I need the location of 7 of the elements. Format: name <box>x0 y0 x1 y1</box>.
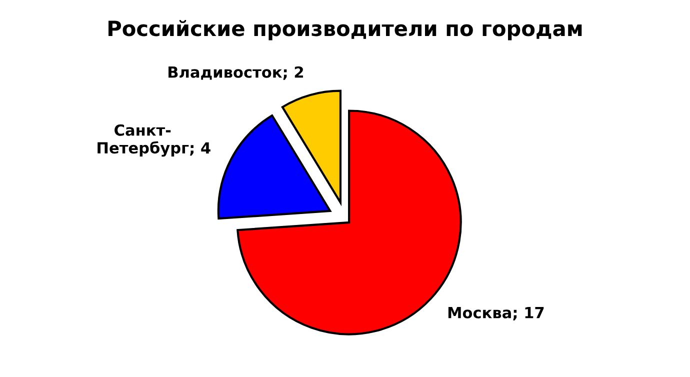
slice-label: Владивосток <box>168 66 282 80</box>
slice-label: Москва <box>448 307 511 318</box>
chart-title: Российские производители по городам <box>108 20 582 40</box>
slice-label: Санкт-Петербург <box>98 124 189 157</box>
data-label: ; 4 <box>190 142 210 156</box>
data-label: ; 17 <box>513 307 544 320</box>
data-label: ; 2 <box>283 66 303 80</box>
